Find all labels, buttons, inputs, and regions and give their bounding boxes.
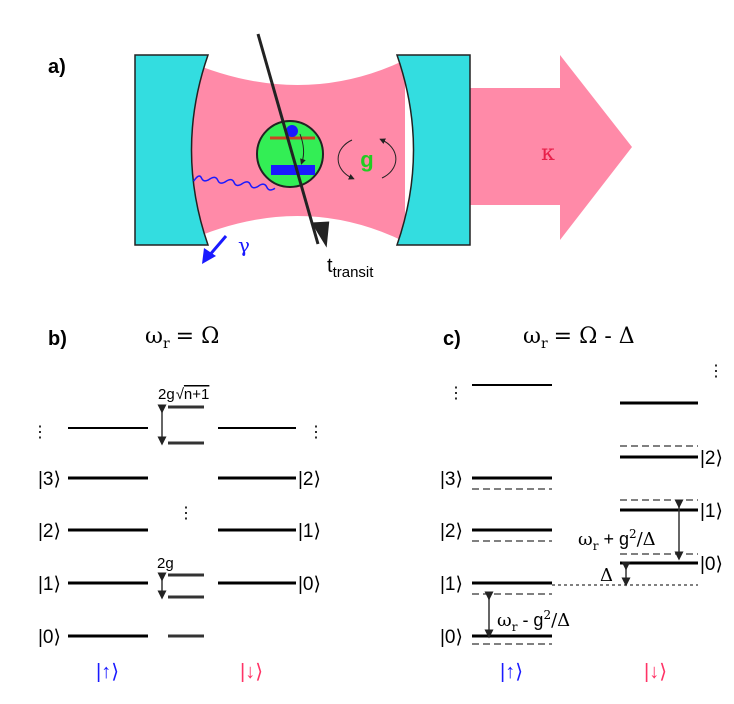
c-left-label-2: |2⟩ (440, 521, 463, 542)
g-arrow-right (379, 138, 397, 179)
c-upper-label: ωr + g2/Δ (578, 527, 656, 553)
c-left-label-0: |0⟩ (440, 627, 463, 648)
b-right-dots: ⋮ (308, 424, 324, 441)
b-right-label-2: |2⟩ (298, 469, 321, 490)
panel-b-title: ωr = Ω (145, 324, 219, 352)
g-label: g (360, 147, 373, 172)
b-left-label-0: |0⟩ (38, 627, 61, 648)
c-right-label-1: |1⟩ (700, 501, 723, 522)
kappa-output-arrow (440, 55, 632, 240)
atom-electron (286, 125, 298, 137)
b-mid-dots: ⋮ (178, 505, 194, 522)
b-right-label-1: |1⟩ (298, 521, 321, 542)
b-spin-down-label: |↓⟩ (240, 661, 263, 683)
gamma-arrowhead (202, 248, 216, 264)
b-spin-up-label: |↑⟩ (96, 661, 119, 683)
c-spin-up-label: |↑⟩ (500, 661, 523, 683)
panel-a-label: a) (48, 56, 66, 78)
c-right-dots: ⋮ (708, 363, 724, 380)
gamma-label: γ (238, 233, 250, 257)
panel-c-title: ωr = Ω - Δ (523, 324, 635, 352)
c-right-label-2: |2⟩ (700, 448, 723, 469)
c-spin-down-label: |↓⟩ (644, 661, 667, 683)
kappa-label: κ (541, 141, 555, 166)
transit-line (256, 33, 320, 245)
b-left-label-2: |2⟩ (38, 521, 61, 542)
c-lower-label: ωr - g2/Δ (497, 608, 570, 634)
panel-b-label: b) (48, 328, 67, 350)
atom-transition-arrow (299, 133, 306, 165)
b-left-label-1: |1⟩ (38, 574, 61, 595)
b-right-label-0: |0⟩ (298, 574, 321, 595)
b-left-label-3: |3⟩ (38, 469, 61, 490)
panel-c-label: c) (443, 328, 461, 350)
c-left-dots: ⋮ (448, 385, 464, 402)
right-mirror (395, 54, 471, 246)
b-split-bottom-label: 2g (157, 555, 174, 572)
atom-ground-level (271, 165, 315, 175)
c-left-label-3: |3⟩ (440, 469, 463, 490)
gamma-wavy-line (193, 175, 276, 191)
t-transit-label: ttransit (327, 255, 374, 281)
c-right-label-0: |0⟩ (700, 554, 723, 575)
c-delta-label: Δ (600, 565, 613, 586)
c-right-dashed-levels (620, 445, 698, 555)
g-arrow-left (337, 139, 355, 180)
b-left-dots: ⋮ (32, 424, 48, 441)
c-left-label-1: |1⟩ (440, 574, 463, 595)
b-split-top-label: 2g√n+1 (158, 386, 209, 403)
transit-arrowhead (311, 221, 330, 248)
left-mirror (134, 54, 210, 246)
